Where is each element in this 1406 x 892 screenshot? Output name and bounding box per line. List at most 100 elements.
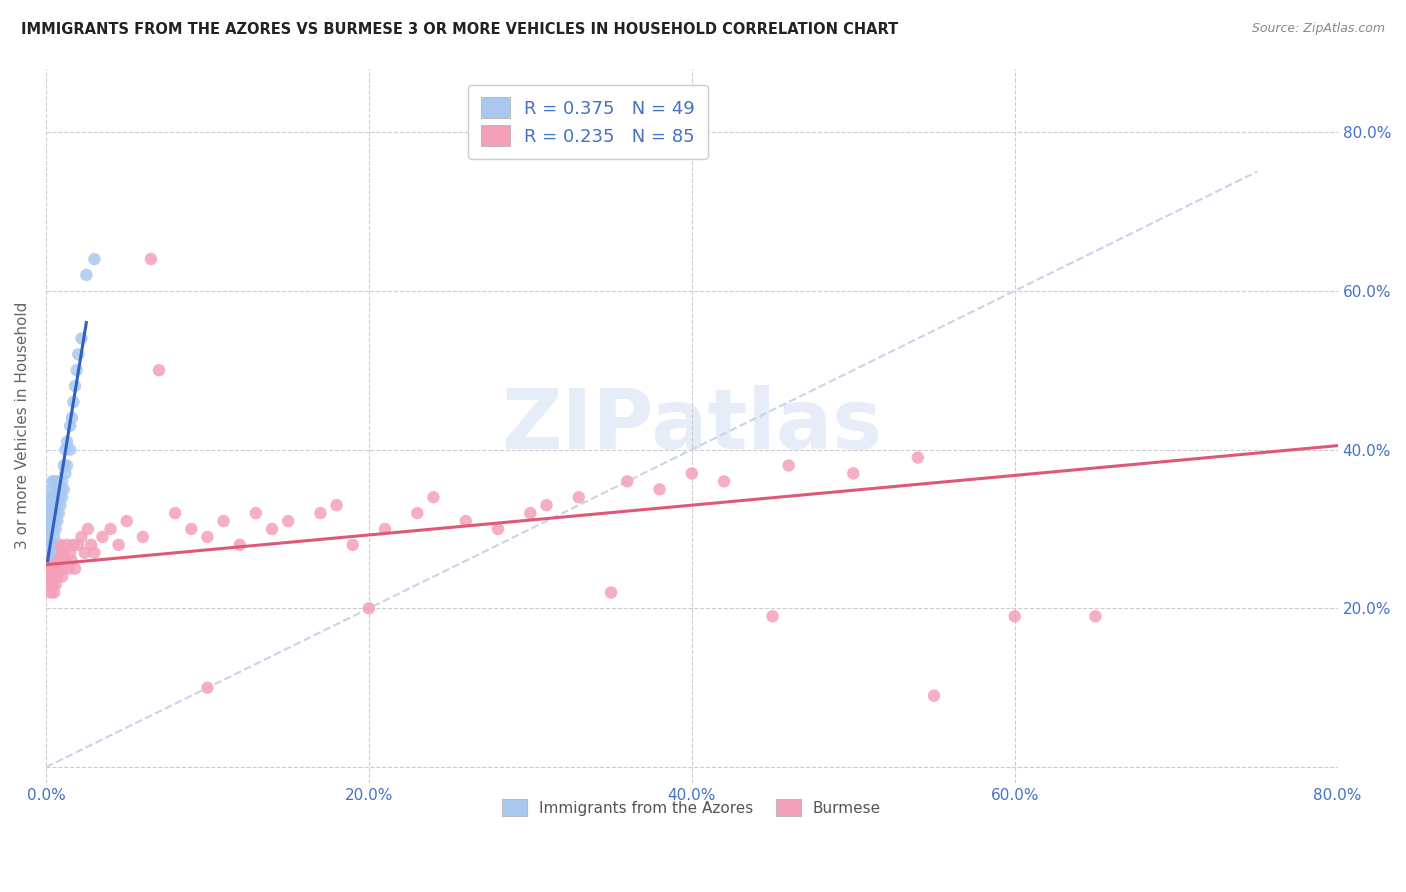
Point [59, 442, 82, 457]
Point [100, 522, 122, 536]
Point [70, 530, 93, 544]
Point [77, 522, 100, 536]
Point [42, 514, 65, 528]
Y-axis label: 3 or more Vehicles in Household: 3 or more Vehicles in Household [15, 302, 30, 549]
Point [519, 506, 541, 520]
Point [67, 347, 90, 361]
Point [48, 546, 70, 560]
Point [37, 498, 59, 512]
Point [197, 681, 219, 695]
Point [37, 546, 59, 560]
Point [66, 363, 89, 377]
Point [600, 585, 623, 599]
Point [260, 522, 283, 536]
Point [42, 498, 65, 512]
Point [41, 538, 63, 552]
Point [309, 506, 332, 520]
Point [39, 569, 62, 583]
Point [58, 562, 80, 576]
Point [41, 522, 63, 536]
Point [761, 609, 783, 624]
Point [59, 418, 82, 433]
Point [616, 475, 638, 489]
Point [49, 538, 72, 552]
Point [39, 585, 62, 599]
Point [41, 490, 63, 504]
Point [51, 475, 73, 489]
Point [53, 467, 76, 481]
Point [53, 442, 76, 457]
Point [39, 546, 62, 560]
Point [148, 363, 170, 377]
Point [37, 562, 59, 576]
Point [46, 554, 69, 568]
Point [45, 546, 67, 560]
Point [70, 331, 93, 345]
Point [41, 475, 63, 489]
Point [38, 562, 60, 576]
Point [42, 569, 65, 583]
Point [39, 554, 62, 568]
Point [45, 483, 67, 497]
Point [486, 522, 509, 536]
Point [56, 434, 79, 449]
Point [51, 569, 73, 583]
Point [46, 569, 69, 583]
Point [38, 538, 60, 552]
Point [46, 498, 69, 512]
Point [56, 538, 79, 552]
Point [51, 490, 73, 504]
Point [51, 562, 73, 576]
Point [59, 546, 82, 560]
Point [52, 483, 75, 497]
Point [212, 514, 235, 528]
Point [42, 538, 65, 552]
Legend: Immigrants from the Azores, Burmese: Immigrants from the Azores, Burmese [494, 789, 890, 825]
Point [406, 506, 429, 520]
Point [48, 562, 70, 576]
Point [39, 514, 62, 528]
Point [245, 506, 267, 520]
Point [91, 530, 114, 544]
Point [39, 546, 62, 560]
Point [49, 483, 72, 497]
Point [41, 577, 63, 591]
Point [39, 498, 62, 512]
Point [75, 268, 97, 282]
Point [648, 483, 671, 497]
Point [60, 410, 83, 425]
Point [56, 458, 79, 473]
Point [536, 498, 558, 512]
Point [63, 562, 86, 576]
Point [62, 538, 84, 552]
Point [277, 514, 299, 528]
Point [681, 467, 703, 481]
Point [39, 483, 62, 497]
Point [83, 546, 105, 560]
Point [37, 522, 59, 536]
Point [374, 522, 396, 536]
Point [454, 514, 477, 528]
Point [49, 554, 72, 568]
Point [1004, 609, 1026, 624]
Point [63, 379, 86, 393]
Point [46, 475, 69, 489]
Point [52, 546, 75, 560]
Point [52, 458, 75, 473]
Point [38, 554, 60, 568]
Point [42, 554, 65, 568]
Point [73, 546, 96, 560]
Point [41, 562, 63, 576]
Point [80, 538, 103, 552]
Point [228, 538, 250, 552]
Point [357, 601, 380, 615]
Point [67, 538, 90, 552]
Point [45, 506, 67, 520]
Point [46, 514, 69, 528]
Point [197, 530, 219, 544]
Point [38, 506, 60, 520]
Point [107, 538, 129, 552]
Point [45, 577, 67, 591]
Point [45, 562, 67, 576]
Point [48, 490, 70, 504]
